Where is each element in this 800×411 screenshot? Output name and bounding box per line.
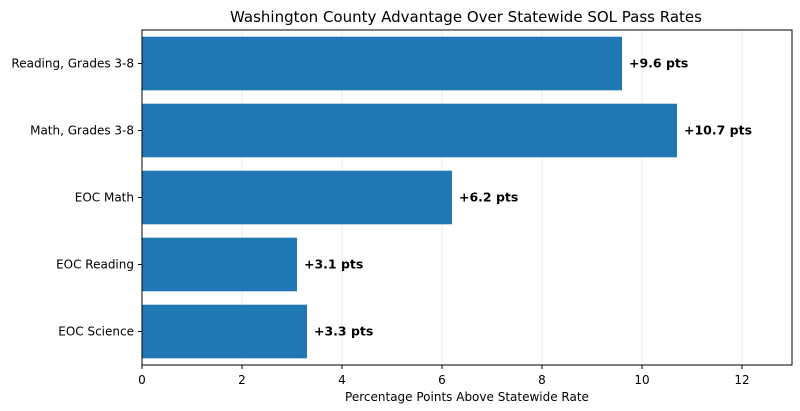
bar-data-label: +3.3 pts xyxy=(314,324,373,339)
x-tick-label: 12 xyxy=(734,373,749,387)
x-tick-label: 4 xyxy=(338,373,346,387)
bar xyxy=(142,36,622,91)
bar xyxy=(142,237,297,292)
bar-data-label: +6.2 pts xyxy=(459,190,518,205)
bar xyxy=(142,103,677,158)
y-tick-label: EOC Math xyxy=(75,191,134,205)
bar-data-label: +9.6 pts xyxy=(629,56,688,71)
y-tick-label: Math, Grades 3-8 xyxy=(30,124,134,138)
x-tick-label: 10 xyxy=(634,373,649,387)
y-tick-label: EOC Science xyxy=(58,325,134,339)
x-axis: 0 2 4 6 8 10 12 xyxy=(138,365,750,387)
y-tick-label: EOC Reading xyxy=(56,258,134,272)
bars xyxy=(142,36,677,359)
x-tick-label: 6 xyxy=(438,373,446,387)
x-tick-label: 0 xyxy=(138,373,146,387)
bar xyxy=(142,304,307,359)
x-tick-label: 2 xyxy=(238,373,246,387)
bar xyxy=(142,170,452,225)
bar-data-label: +3.1 pts xyxy=(304,257,363,272)
y-axis: Reading, Grades 3-8 Math, Grades 3-8 EOC M… xyxy=(11,57,142,339)
x-tick-label: 8 xyxy=(538,373,546,387)
x-axis-label: Percentage Points Above Statewide Rate xyxy=(345,390,589,404)
y-tick-label: Reading, Grades 3-8 xyxy=(11,57,134,71)
data-labels: +9.6 pts +10.7 pts +6.2 pts +3.1 pts +3.3 pt… xyxy=(304,56,752,339)
bar-data-label: +10.7 pts xyxy=(684,123,752,138)
chart-title: Washington County Advantage Over Statewi… xyxy=(230,8,702,26)
